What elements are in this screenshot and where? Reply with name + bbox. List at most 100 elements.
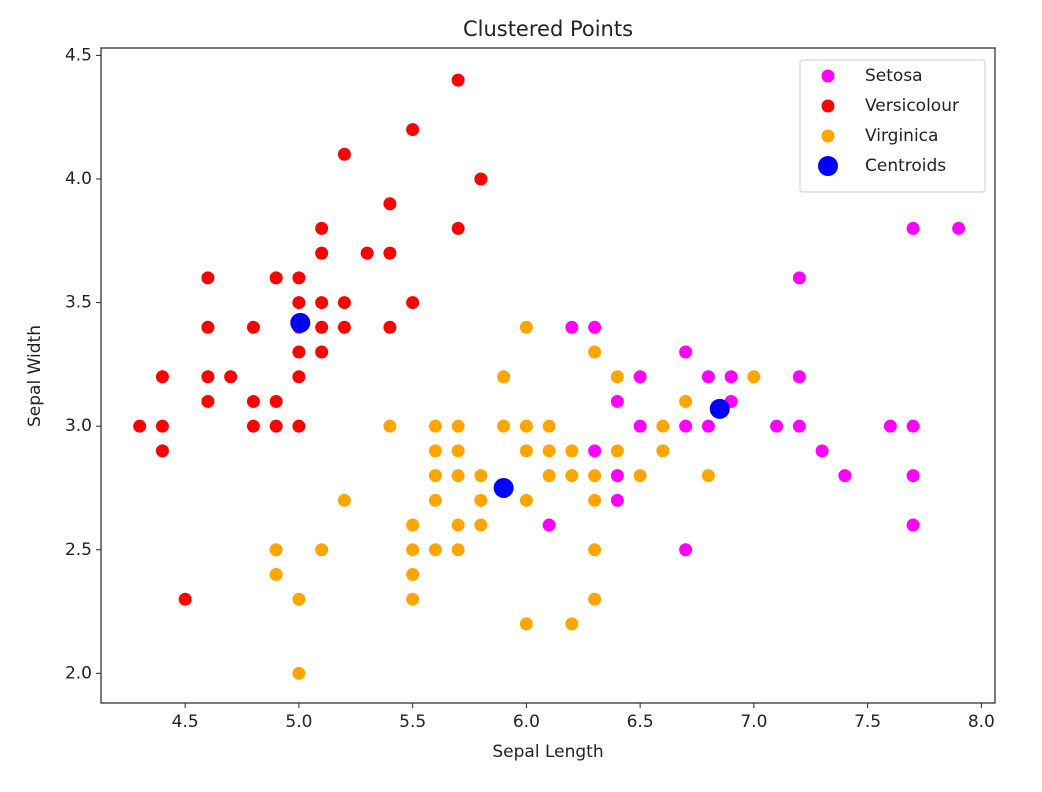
point — [493, 477, 514, 498]
point — [292, 419, 306, 433]
point — [701, 469, 715, 483]
point — [155, 419, 169, 433]
point — [315, 320, 329, 334]
point — [269, 567, 283, 581]
point — [474, 172, 488, 186]
x-tick-label: 5.0 — [285, 712, 312, 732]
point — [883, 419, 897, 433]
point — [906, 469, 920, 483]
point — [360, 246, 374, 260]
y-tick-label: 2.0 — [65, 663, 92, 683]
point — [565, 444, 579, 458]
point — [610, 394, 624, 408]
point — [451, 518, 465, 532]
point — [269, 394, 283, 408]
point — [588, 543, 602, 557]
point — [519, 419, 533, 433]
point — [246, 419, 260, 433]
point — [406, 543, 420, 557]
legend-box — [799, 59, 986, 193]
point — [315, 345, 329, 359]
point — [337, 320, 351, 334]
point — [542, 518, 556, 532]
point — [292, 345, 306, 359]
point — [428, 543, 442, 557]
point — [201, 271, 215, 285]
point — [519, 617, 533, 631]
point — [451, 444, 465, 458]
point — [406, 567, 420, 581]
point — [474, 518, 488, 532]
point — [588, 493, 602, 507]
legend-marker — [821, 69, 835, 83]
point — [792, 271, 806, 285]
y-axis-label: Sepal Width — [25, 325, 45, 427]
point — [588, 320, 602, 334]
point — [428, 493, 442, 507]
point — [178, 592, 192, 606]
point — [451, 73, 465, 87]
point — [155, 370, 169, 384]
point — [474, 469, 488, 483]
point — [315, 246, 329, 260]
point — [679, 543, 693, 557]
y-tick-label: 2.5 — [65, 540, 92, 560]
point — [383, 246, 397, 260]
x-tick-label: 7.5 — [854, 712, 881, 732]
point — [246, 394, 260, 408]
point — [406, 518, 420, 532]
point — [565, 617, 579, 631]
point — [906, 518, 920, 532]
point — [519, 493, 533, 507]
point — [656, 419, 670, 433]
point — [428, 444, 442, 458]
point — [406, 592, 420, 606]
point — [337, 493, 351, 507]
point — [906, 419, 920, 433]
y-tick-label: 4.0 — [65, 169, 92, 189]
point — [542, 444, 556, 458]
x-tick-label: 4.5 — [172, 712, 199, 732]
point — [269, 419, 283, 433]
point — [633, 370, 647, 384]
point — [383, 419, 397, 433]
point — [679, 394, 693, 408]
x-tick-label: 6.0 — [513, 712, 540, 732]
point — [633, 419, 647, 433]
point — [290, 312, 311, 333]
point — [269, 543, 283, 557]
point — [610, 444, 624, 458]
y-tick-label: 3.0 — [65, 416, 92, 436]
point — [565, 469, 579, 483]
point — [679, 419, 693, 433]
y-tick-label: 4.5 — [65, 45, 92, 65]
point — [201, 394, 215, 408]
point — [633, 469, 647, 483]
point — [406, 296, 420, 310]
legend-marker — [818, 156, 838, 176]
point — [709, 398, 730, 419]
x-tick-label: 7.0 — [740, 712, 767, 732]
point — [610, 469, 624, 483]
point — [383, 197, 397, 211]
point — [292, 271, 306, 285]
point — [656, 444, 670, 458]
point — [542, 419, 556, 433]
point — [701, 370, 715, 384]
point — [792, 370, 806, 384]
point — [519, 444, 533, 458]
point — [292, 370, 306, 384]
point — [838, 469, 852, 483]
point — [292, 666, 306, 680]
point — [246, 320, 260, 334]
point — [588, 469, 602, 483]
point — [906, 221, 920, 235]
point — [497, 370, 511, 384]
point — [952, 221, 966, 235]
point — [747, 370, 761, 384]
point — [406, 123, 420, 137]
x-tick-label: 6.5 — [627, 712, 654, 732]
point — [451, 221, 465, 235]
x-tick-label: 5.5 — [399, 712, 426, 732]
legend-label: Virginica — [865, 126, 938, 146]
